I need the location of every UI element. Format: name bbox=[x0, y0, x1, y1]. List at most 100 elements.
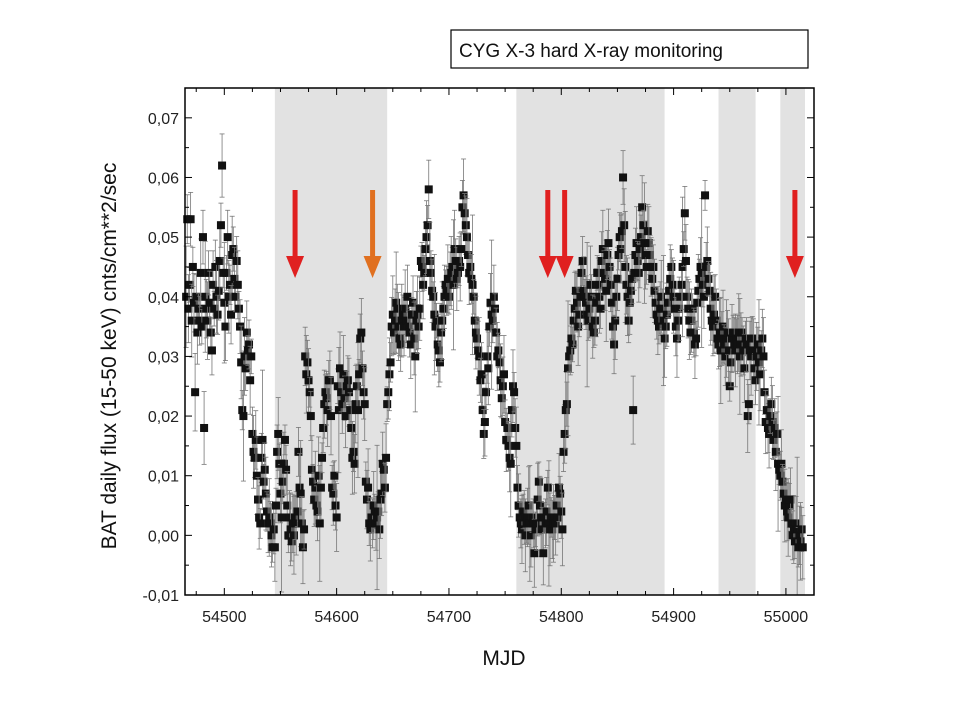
data-point bbox=[347, 423, 356, 432]
data-point bbox=[652, 310, 661, 319]
data-point bbox=[594, 280, 603, 289]
data-point bbox=[694, 286, 703, 295]
data-point bbox=[410, 334, 419, 343]
data-point bbox=[310, 495, 319, 504]
data-point bbox=[380, 483, 389, 492]
data-point bbox=[198, 233, 207, 242]
data-point bbox=[274, 429, 283, 438]
data-point bbox=[687, 316, 696, 325]
data-point bbox=[761, 418, 770, 427]
data-point bbox=[741, 334, 750, 343]
data-point bbox=[265, 513, 274, 522]
event-arrow-head bbox=[286, 256, 305, 278]
data-point bbox=[489, 292, 498, 301]
data-point bbox=[196, 268, 205, 277]
data-point bbox=[465, 268, 474, 277]
data-point bbox=[280, 435, 289, 444]
data-point bbox=[585, 304, 594, 313]
data-point bbox=[438, 316, 447, 325]
data-point bbox=[273, 447, 282, 456]
data-point bbox=[407, 310, 416, 319]
data-point bbox=[346, 406, 355, 415]
data-point bbox=[732, 334, 741, 343]
data-point bbox=[187, 316, 196, 325]
data-point bbox=[523, 513, 532, 522]
data-point bbox=[624, 316, 633, 325]
data-point bbox=[256, 519, 265, 528]
data-point bbox=[722, 334, 731, 343]
data-point bbox=[783, 507, 792, 516]
data-point bbox=[301, 352, 310, 361]
data-point bbox=[586, 280, 595, 289]
data-point bbox=[634, 268, 643, 277]
data-point bbox=[278, 477, 287, 486]
data-point bbox=[212, 292, 221, 301]
data-point bbox=[333, 382, 342, 391]
data-point bbox=[798, 543, 807, 552]
data-point bbox=[619, 173, 628, 182]
data-point bbox=[750, 364, 759, 373]
data-point bbox=[480, 418, 489, 427]
data-point bbox=[517, 525, 526, 534]
data-point bbox=[606, 280, 615, 289]
data-point bbox=[675, 304, 684, 313]
data-point bbox=[229, 245, 238, 254]
data-point bbox=[614, 251, 623, 260]
data-point bbox=[507, 406, 516, 415]
data-point bbox=[657, 292, 666, 301]
data-point bbox=[567, 334, 576, 343]
data-point bbox=[751, 376, 760, 385]
data-point bbox=[358, 364, 367, 373]
data-point bbox=[267, 531, 276, 540]
data-point bbox=[712, 316, 721, 325]
data-point bbox=[650, 286, 659, 295]
data-point bbox=[668, 280, 677, 289]
data-point bbox=[785, 501, 794, 510]
data-point bbox=[252, 471, 261, 480]
data-point bbox=[404, 322, 413, 331]
data-point bbox=[720, 340, 729, 349]
data-point bbox=[214, 286, 223, 295]
data-point bbox=[784, 513, 793, 522]
data-point bbox=[770, 423, 779, 432]
data-point bbox=[360, 400, 369, 409]
data-point bbox=[289, 531, 298, 540]
data-point bbox=[266, 519, 275, 528]
data-point bbox=[669, 292, 678, 301]
data-point bbox=[765, 429, 774, 438]
data-point bbox=[452, 274, 461, 283]
data-point bbox=[185, 280, 194, 289]
data-point bbox=[348, 453, 357, 462]
data-point bbox=[502, 435, 511, 444]
data-point bbox=[617, 227, 626, 236]
data-point bbox=[744, 400, 753, 409]
data-point bbox=[359, 388, 368, 397]
data-point bbox=[282, 465, 291, 474]
data-points bbox=[182, 133, 807, 596]
data-point bbox=[294, 447, 303, 456]
data-point bbox=[776, 471, 785, 480]
data-point bbox=[729, 328, 738, 337]
data-point bbox=[483, 352, 492, 361]
data-point bbox=[492, 328, 501, 337]
data-point bbox=[334, 406, 343, 415]
data-point bbox=[688, 304, 697, 313]
data-point bbox=[771, 447, 780, 456]
data-point bbox=[337, 388, 346, 397]
data-point bbox=[201, 292, 210, 301]
data-point bbox=[258, 435, 267, 444]
data-point bbox=[671, 322, 680, 331]
data-point bbox=[197, 322, 206, 331]
data-point bbox=[598, 245, 607, 254]
data-point bbox=[716, 346, 725, 355]
data-point bbox=[331, 501, 340, 510]
data-point bbox=[533, 495, 542, 504]
x-axis-title: MJD bbox=[482, 647, 525, 670]
data-point bbox=[511, 423, 520, 432]
data-point bbox=[795, 531, 804, 540]
data-point bbox=[396, 340, 405, 349]
data-point bbox=[487, 310, 496, 319]
data-point bbox=[409, 298, 418, 307]
event-arrow-head bbox=[785, 256, 804, 278]
data-point bbox=[349, 447, 358, 456]
